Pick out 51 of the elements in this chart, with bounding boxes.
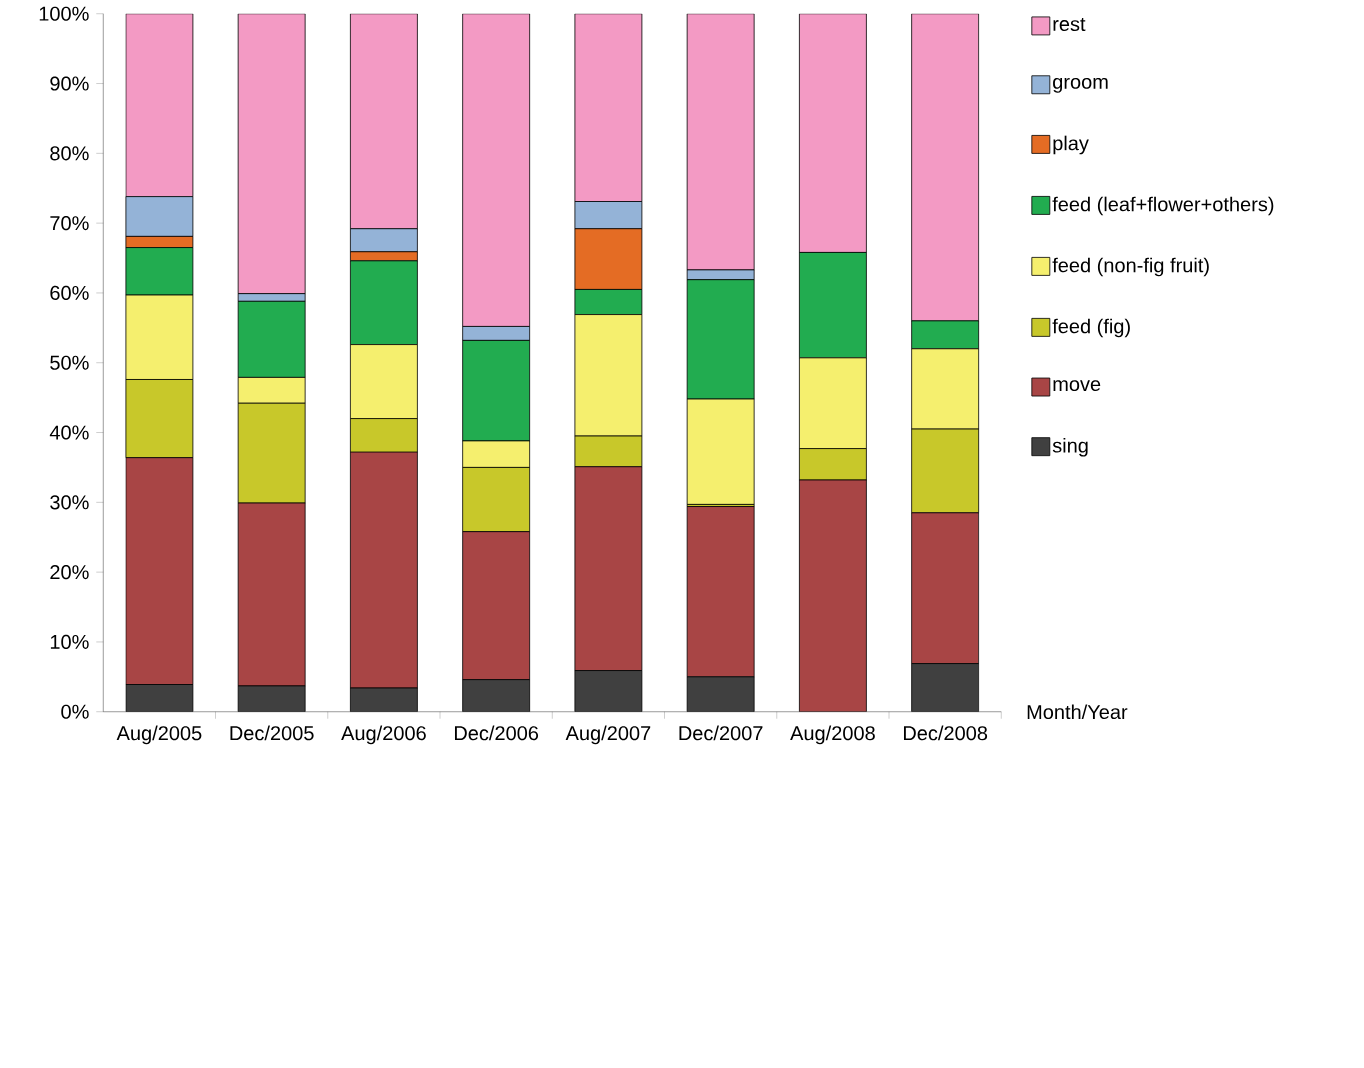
y-tick-label: 100%	[39, 6, 89, 21]
y-tick-label: 10%	[50, 635, 89, 650]
legend-label: play	[1053, 135, 1089, 155]
x-tick-label: Aug/2007	[565, 725, 651, 745]
bar	[911, 663, 980, 712]
legend-label: sing	[1052, 438, 1088, 457]
bar	[125, 13, 194, 198]
y-tick-label: 60%	[50, 286, 89, 301]
bar	[125, 457, 194, 686]
bar	[574, 466, 643, 672]
x-tick-label: Dec/2008	[903, 725, 988, 741]
x-tick-label: Dec/2006	[454, 725, 539, 741]
bar	[350, 687, 418, 712]
x-axis-title: Month/Year	[1027, 704, 1128, 720]
legend-label: feed (non-fig fruit)	[1052, 257, 1209, 277]
bar	[125, 684, 194, 712]
bar	[686, 13, 755, 271]
x-tick-label: Dec/2007	[679, 725, 763, 741]
bar	[462, 531, 531, 681]
y-tick-label: 40%	[49, 425, 89, 440]
bar	[237, 685, 306, 712]
bar	[686, 506, 755, 678]
bar	[574, 13, 643, 203]
bar	[911, 13, 980, 322]
legend-label: feed (leaf+flower+others)	[1052, 196, 1274, 216]
bar	[686, 676, 755, 712]
bar	[237, 13, 306, 295]
legend-label: feed (fig)	[1052, 318, 1130, 338]
bar	[350, 13, 418, 230]
bar	[799, 13, 867, 253]
x-tick-label: Dec/2005	[230, 725, 314, 741]
x-tick-label: Aug/2005	[116, 725, 202, 745]
x-tick-label: Aug/2008	[790, 725, 875, 745]
y-tick-label: 90%	[50, 76, 89, 91]
y-tick-label: 50%	[50, 355, 89, 370]
bar	[237, 502, 306, 687]
legend-label: move	[1053, 380, 1101, 392]
bar	[799, 479, 867, 712]
bar	[574, 670, 643, 712]
legend-label: rest	[1053, 18, 1086, 32]
y-tick-label: 80%	[50, 146, 89, 161]
bar	[911, 512, 980, 665]
y-tick-label: 70%	[50, 216, 89, 231]
bar	[462, 13, 531, 327]
bar	[350, 451, 418, 689]
y-tick-label: 30%	[50, 495, 89, 510]
legend-label: groom	[1053, 78, 1108, 93]
y-tick-label: 0%	[61, 704, 89, 719]
x-tick-label: Aug/2006	[341, 725, 426, 745]
bar	[462, 679, 531, 712]
y-tick-label: 20%	[50, 565, 89, 580]
